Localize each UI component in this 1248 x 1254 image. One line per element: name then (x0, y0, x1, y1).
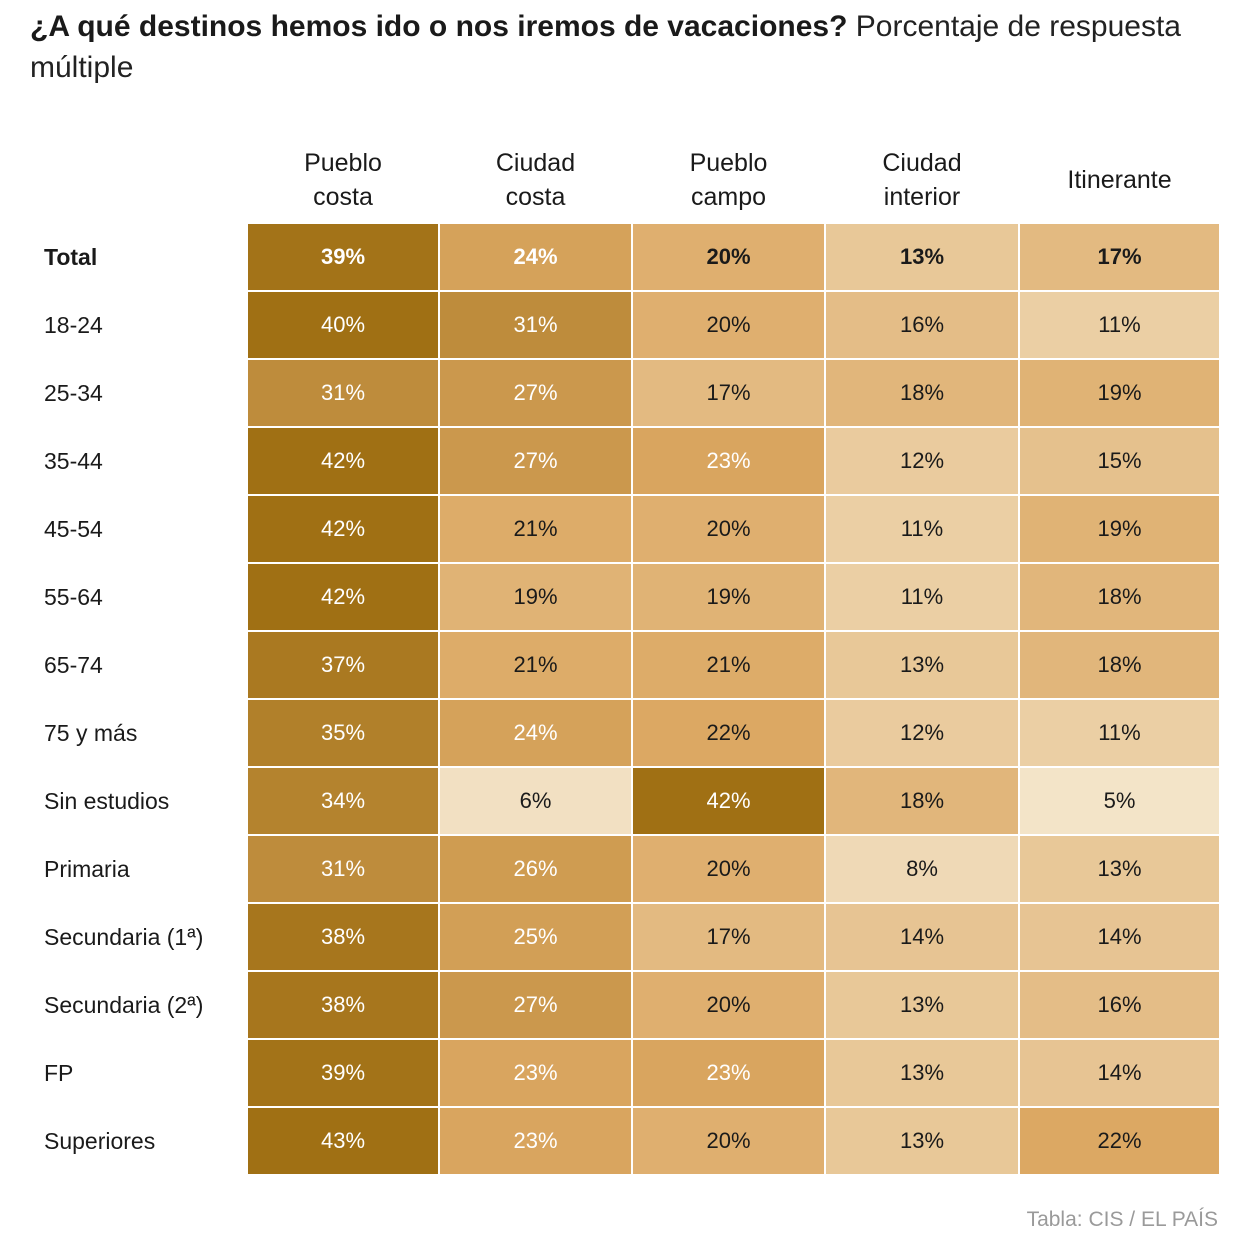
table-cell: 18% (1020, 632, 1219, 698)
table-cell: 31% (248, 360, 438, 426)
table-cell: 19% (633, 564, 824, 630)
table-cell: 11% (826, 496, 1018, 562)
table-cell: 12% (826, 428, 1018, 494)
table-cell: 34% (248, 768, 438, 834)
table-cell: 15% (1020, 428, 1219, 494)
table-cell: 39% (248, 224, 438, 290)
row-label: Superiores (44, 1127, 156, 1154)
table-cell: 14% (1020, 1040, 1219, 1106)
table-cell: 26% (440, 836, 631, 902)
title-subtitle: Porcentaje de respuesta múltiple (30, 10, 1181, 84)
row-label: 75 y más (44, 719, 138, 746)
table-cell: 23% (633, 1040, 824, 1106)
table-cell: 23% (440, 1040, 631, 1106)
table-cell: 21% (633, 632, 824, 698)
table-cell: 21% (440, 496, 631, 562)
table-cell: 19% (1020, 496, 1219, 562)
column-header: Ciudad costa (495, 149, 576, 211)
table-cell: 21% (440, 632, 631, 698)
table-cell: 5% (1020, 768, 1219, 834)
table-cell: 11% (1020, 700, 1219, 766)
table-cell: 42% (248, 564, 438, 630)
row-label: 18-24 (44, 311, 103, 338)
row-label: Secundaria (1ª) (44, 923, 204, 950)
table-cell: 13% (826, 1108, 1018, 1174)
table-cell: 11% (826, 564, 1018, 630)
table-cell: 14% (1020, 904, 1219, 970)
title-question: ¿A qué destinos hemos ido o nos iremos d… (30, 10, 848, 43)
source-credit: Tabla: CIS / EL PAÍS (1026, 1208, 1218, 1231)
column-header: Ciudad interior (882, 149, 962, 211)
table-cell: 18% (826, 768, 1018, 834)
table-cell: 20% (633, 292, 824, 358)
table-cell: 19% (440, 564, 631, 630)
table-cell: 13% (826, 972, 1018, 1038)
table-cell: 35% (248, 700, 438, 766)
table-cell: 14% (826, 904, 1018, 970)
table-cell: 24% (440, 700, 631, 766)
table-cell: 17% (1020, 224, 1219, 290)
table-cell: 42% (248, 496, 438, 562)
table-cell: 20% (633, 972, 824, 1038)
row-label: Primaria (44, 855, 130, 882)
table-cell: 20% (633, 224, 824, 290)
table-cell: 39% (248, 1040, 438, 1106)
table-cell: 40% (248, 292, 438, 358)
table-cell: 18% (1020, 564, 1219, 630)
chart-title: ¿A qué destinos hemos ido o nos iremos d… (30, 6, 1210, 88)
table-cell: 18% (826, 360, 1018, 426)
row-label: Sin estudios (44, 787, 170, 814)
row-label: FP (44, 1059, 74, 1086)
table-cell: 37% (248, 632, 438, 698)
table-cell: 12% (826, 700, 1018, 766)
table-cell: 38% (248, 904, 438, 970)
row-label: 25-34 (44, 379, 103, 406)
table-cell: 31% (248, 836, 438, 902)
table-cell: 16% (1020, 972, 1219, 1038)
table-cell: 13% (826, 632, 1018, 698)
table-cell: 19% (1020, 360, 1219, 426)
table-cell: 17% (633, 360, 824, 426)
row-label: 65-74 (44, 651, 103, 678)
table-cell: 16% (826, 292, 1018, 358)
column-header: Pueblo costa (304, 149, 382, 211)
table-cell: 42% (248, 428, 438, 494)
table-cell: 20% (633, 496, 824, 562)
table-cell: 20% (633, 1108, 824, 1174)
table-cell: 20% (633, 836, 824, 902)
table-cell: 13% (826, 1040, 1018, 1106)
column-header: Pueblo campo (689, 149, 768, 211)
table-cell: 31% (440, 292, 631, 358)
table-cell: 6% (440, 768, 631, 834)
row-label: 35-44 (44, 447, 103, 474)
table-cell: 27% (440, 360, 631, 426)
table-cell: 17% (633, 904, 824, 970)
table-cell: 43% (248, 1108, 438, 1174)
table-cell: 13% (1020, 836, 1219, 902)
column-header: Itinerante (1067, 166, 1172, 194)
table-cell: 27% (440, 428, 631, 494)
table-cell: 27% (440, 972, 631, 1038)
table-cell: 24% (440, 224, 631, 290)
row-label: Total (44, 243, 98, 270)
table-cell: 42% (633, 768, 824, 834)
table-cell: 23% (440, 1108, 631, 1174)
table-cell: 22% (1020, 1108, 1219, 1174)
table-cell: 25% (440, 904, 631, 970)
table-cell: 13% (826, 224, 1018, 290)
row-label: 45-54 (44, 515, 103, 542)
table-cell: 23% (633, 428, 824, 494)
table-cell: 38% (248, 972, 438, 1038)
table-cell: 22% (633, 700, 824, 766)
table-cell: 11% (1020, 292, 1219, 358)
row-label: Secundaria (2ª) (44, 991, 204, 1018)
row-label: 55-64 (44, 583, 103, 610)
table-cell: 8% (826, 836, 1018, 902)
